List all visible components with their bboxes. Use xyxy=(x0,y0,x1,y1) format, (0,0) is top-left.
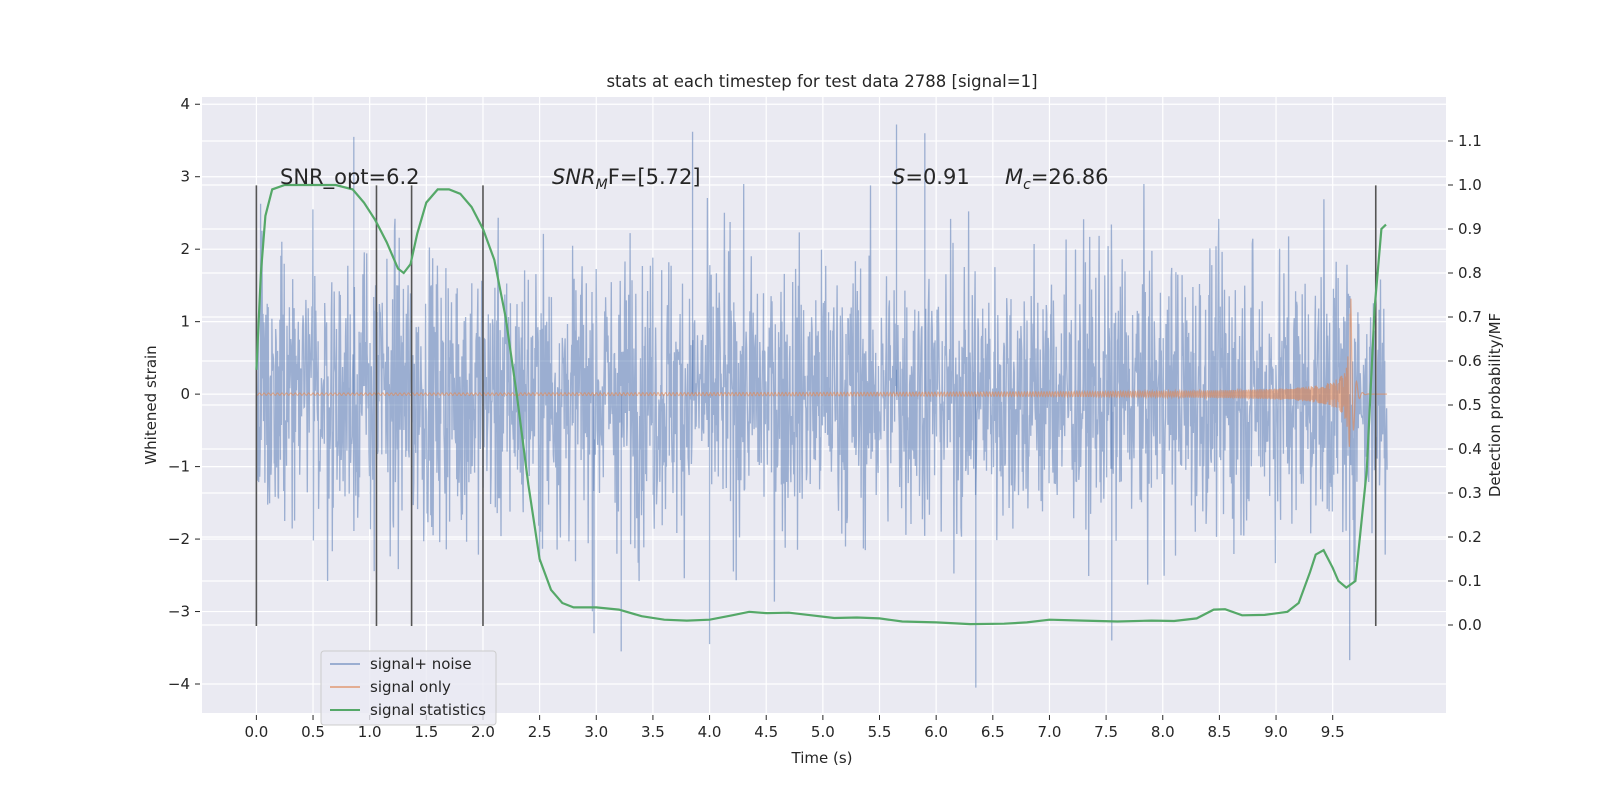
y-right-tick-label: 0.3 xyxy=(1458,484,1482,502)
annotation-snr-mf-suffix: F=[5.72] xyxy=(608,165,701,189)
chart-title: stats at each timestep for test data 278… xyxy=(606,72,1037,91)
annotation-mc: Mc=26.86 xyxy=(1005,165,1109,193)
noise-trace xyxy=(255,183,1388,612)
x-tick-label: 8.0 xyxy=(1151,723,1175,741)
chirp-series xyxy=(255,298,1388,447)
x-axis-label: Time (s) xyxy=(791,749,853,767)
legend-box xyxy=(320,650,497,726)
y-axis-right: 1.1 1.0 0.9 0.8 0.7 0.6 0.5 0.4 0.3 0.2 0.1 0.0 xyxy=(1448,132,1482,634)
annotation-s-suffix: =0.91 xyxy=(905,165,969,189)
y-right-tick-label: 0.4 xyxy=(1458,440,1482,458)
x-tick-label: 6.5 xyxy=(981,723,1005,741)
x-tick-label: 3.0 xyxy=(584,723,608,741)
y-tick-label: −1 xyxy=(168,458,190,476)
x-tick-label: 1.0 xyxy=(358,723,382,741)
x-tick-label: 4.5 xyxy=(754,723,778,741)
annotation-mc-suffix: =26.86 xyxy=(1031,165,1109,189)
y-tick-label: 1 xyxy=(180,313,190,331)
x-tick-label: 9.5 xyxy=(1321,723,1345,741)
x-tick-label: 7.5 xyxy=(1094,723,1118,741)
x-tick-label: 0.0 xyxy=(244,723,268,741)
y-right-tick-label: 1.0 xyxy=(1458,176,1482,194)
y-tick-label: 4 xyxy=(180,95,190,113)
legend-label-signal-noise: signal+ noise xyxy=(370,655,472,673)
x-tick-label: 4.0 xyxy=(698,723,722,741)
annotation-snr-mf: SNRMF=[5.72] xyxy=(552,165,701,193)
x-tick-label: 5.5 xyxy=(868,723,892,741)
legend-label-signal-only: signal only xyxy=(370,678,451,696)
y-right-tick-label: 1.1 xyxy=(1458,132,1482,150)
y-tick-label: −2 xyxy=(168,530,190,548)
y-right-tick-label: 0.5 xyxy=(1458,396,1482,414)
y-right-tick-label: 0.8 xyxy=(1458,264,1482,282)
y-right-tick-label: 0.9 xyxy=(1458,220,1482,238)
x-tick-label: 8.5 xyxy=(1207,723,1231,741)
y-right-tick-label: 0.1 xyxy=(1458,572,1482,590)
statistics-line xyxy=(255,183,1387,626)
legend-label-signal-statistics: signal statistics xyxy=(370,701,486,719)
x-tick-label: 2.0 xyxy=(471,723,495,741)
y-tick-label: −4 xyxy=(168,675,190,693)
legend: signal+ noise signal only signal statist… xyxy=(320,650,497,726)
annotation-s: S=0.91 xyxy=(892,165,970,189)
statistics-series xyxy=(255,183,1387,626)
y-right-tick-label: 0.0 xyxy=(1458,616,1482,634)
y-right-tick-label: 0.2 xyxy=(1458,528,1482,546)
y-right-tick-label: 0.7 xyxy=(1458,308,1482,326)
annotation-mc-sub: c xyxy=(1023,177,1031,193)
y-right-tick-label: 0.6 xyxy=(1458,352,1482,370)
annotation-snr-opt: SNR_opt=6.2 xyxy=(280,165,420,190)
x-axis: 0.0 0.5 1.0 1.5 2.0 2.5 3.0 3.5 4.0 4.5 5.0 5.5 6.0 6… xyxy=(244,715,1345,741)
x-tick-label: 3.5 xyxy=(641,723,665,741)
x-tick-label: 5.0 xyxy=(811,723,835,741)
y-tick-label: 0 xyxy=(180,385,190,403)
y-tick-label: −3 xyxy=(168,603,190,621)
x-tick-label: 7.0 xyxy=(1038,723,1062,741)
annotation-s-prefix: S xyxy=(892,165,905,189)
annotation-mc-prefix: M xyxy=(1005,165,1023,189)
annotation-snr-mf-prefix: SNR xyxy=(552,165,596,189)
x-tick-label: 1.5 xyxy=(414,723,438,741)
annotation-snr-mf-sub: M xyxy=(596,177,608,193)
chirp-trace xyxy=(255,298,1388,447)
x-tick-label: 0.5 xyxy=(301,723,325,741)
y-tick-label: 3 xyxy=(180,168,190,186)
y-axis-left: 4 3 2 1 0 −1 −2 −3 −4 xyxy=(168,95,200,693)
x-tick-label: 9.0 xyxy=(1264,723,1288,741)
y-tick-label: 2 xyxy=(180,240,190,258)
y-axis-right-label: Detection probability/MF xyxy=(1486,313,1504,497)
x-tick-label: 2.5 xyxy=(528,723,552,741)
y-axis-label: Whitened strain xyxy=(142,345,160,464)
x-tick-label: 6.0 xyxy=(924,723,948,741)
